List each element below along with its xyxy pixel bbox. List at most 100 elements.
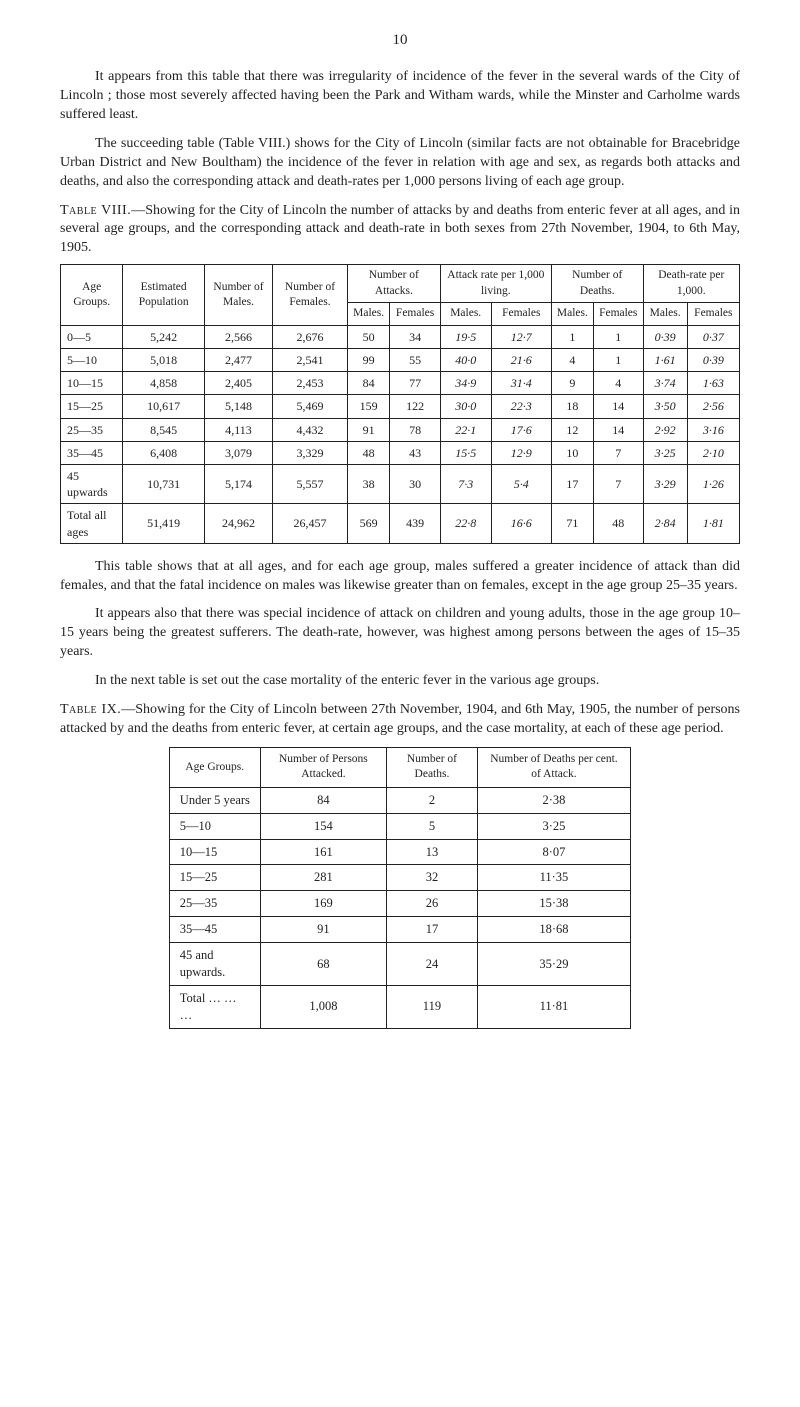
table-cell: 12·9: [491, 441, 551, 464]
th-num-females: Number of Females.: [273, 265, 348, 326]
th-est-pop: Estimated Population: [123, 265, 205, 326]
table-total-row: Total all ages51,41924,96226,45756943922…: [61, 504, 740, 543]
table-row: 10—154,8582,4052,453847734·931·4943·741·…: [61, 372, 740, 395]
table-cell: 11·81: [477, 985, 630, 1028]
table-cell: 119: [387, 985, 478, 1028]
table-cell: 14: [593, 395, 643, 418]
th-deaths-females: Females: [593, 303, 643, 326]
table-cell: 569: [347, 504, 390, 543]
table-row: 15—252813211·35: [169, 865, 630, 891]
table-cell: 0·37: [687, 325, 739, 348]
table-cell: 45 upwards: [61, 464, 123, 503]
table-cell: 13: [387, 839, 478, 865]
table-cell: 0·39: [687, 349, 739, 372]
table-cell: 2,566: [204, 325, 272, 348]
table-cell: 10—15: [169, 839, 260, 865]
table-cell: 78: [390, 418, 440, 441]
table-cell: 16·6: [491, 504, 551, 543]
th9-deaths-pct: Number of Deaths per cent. of Attack.: [477, 747, 630, 787]
table-cell: 35—45: [169, 917, 260, 943]
th-attacks-females: Females: [390, 303, 440, 326]
table-cell: 6,408: [123, 441, 205, 464]
table-cell: 34·9: [440, 372, 491, 395]
table-cell: 21·6: [491, 349, 551, 372]
th-age-groups: Age Groups.: [61, 265, 123, 326]
table-cell: 55: [390, 349, 440, 372]
table-cell: 91: [260, 917, 387, 943]
table-cell: 48: [593, 504, 643, 543]
table-cell: 35·29: [477, 943, 630, 986]
table-cell: 15—25: [61, 395, 123, 418]
table-cell: 4: [551, 349, 593, 372]
table-cell: 24,962: [204, 504, 272, 543]
table-viii: Age Groups. Estimated Population Number …: [60, 264, 740, 543]
table-cell: 12: [551, 418, 593, 441]
table-cell: 17: [551, 464, 593, 503]
table-cell: 3·74: [643, 372, 687, 395]
table-cell: 38: [347, 464, 390, 503]
table-cell: 5,469: [273, 395, 348, 418]
th-num-males: Number of Males.: [204, 265, 272, 326]
table-cell: 68: [260, 943, 387, 986]
table-cell: 1: [593, 349, 643, 372]
table-cell: 2,453: [273, 372, 348, 395]
table-cell: 50: [347, 325, 390, 348]
table-cell: 3,329: [273, 441, 348, 464]
table-cell: 22·3: [491, 395, 551, 418]
table-cell: 9: [551, 372, 593, 395]
th-deaths-males: Males.: [551, 303, 593, 326]
table-cell: 122: [390, 395, 440, 418]
table-cell: 1: [593, 325, 643, 348]
table-cell: 31·4: [491, 372, 551, 395]
table-cell: 26: [387, 891, 478, 917]
table-cell: 2,477: [204, 349, 272, 372]
th-attack-rate: Attack rate per 1,000 living.: [440, 265, 551, 303]
table-cell: 4,113: [204, 418, 272, 441]
table-cell: 1·61: [643, 349, 687, 372]
table-cell: 84: [260, 787, 387, 813]
table-cell: 159: [347, 395, 390, 418]
table-cell: 10,731: [123, 464, 205, 503]
table-cell: 5: [387, 813, 478, 839]
paragraph-3: This table shows that at all ages, and f…: [60, 558, 740, 596]
table-cell: 17·6: [491, 418, 551, 441]
table-cell: 43: [390, 441, 440, 464]
table-cell: 15·38: [477, 891, 630, 917]
table-cell: 10: [551, 441, 593, 464]
table-cell: 40·0: [440, 349, 491, 372]
table-cell: 12·7: [491, 325, 551, 348]
table-cell: 3·16: [687, 418, 739, 441]
table-cell: 2,405: [204, 372, 272, 395]
table-cell: 18: [551, 395, 593, 418]
table-cell: 51,419: [123, 504, 205, 543]
table-cell: 5,174: [204, 464, 272, 503]
table-cell: Total all ages: [61, 504, 123, 543]
table-cell: 2·38: [477, 787, 630, 813]
th9-persons-attacked: Number of Persons Attacked.: [260, 747, 387, 787]
table-cell: 22·1: [440, 418, 491, 441]
th-num-attacks: Number of Attacks.: [347, 265, 440, 303]
table-cell: 8·07: [477, 839, 630, 865]
table-cell: 2·10: [687, 441, 739, 464]
table-cell: 10—15: [61, 372, 123, 395]
table-row: 10—15161138·07: [169, 839, 630, 865]
table8-caption: Table VIII.—Showing for the City of Linc…: [60, 202, 740, 259]
th-death-rate: Death-rate per 1,000.: [643, 265, 739, 303]
table-cell: 439: [390, 504, 440, 543]
table-cell: 25—35: [169, 891, 260, 917]
table-cell: 45 and upwards.: [169, 943, 260, 986]
table-cell: 35—45: [61, 441, 123, 464]
table-cell: 4,432: [273, 418, 348, 441]
table-cell: 154: [260, 813, 387, 839]
table-cell: 25—35: [61, 418, 123, 441]
table-cell: 17: [387, 917, 478, 943]
page-number: 10: [60, 30, 740, 50]
table-cell: 84: [347, 372, 390, 395]
th9-age-groups: Age Groups.: [169, 747, 260, 787]
table-cell: 1·26: [687, 464, 739, 503]
table-row: 35—45911718·68: [169, 917, 630, 943]
table-cell: 8,545: [123, 418, 205, 441]
table9-caption: Table IX.—Showing for the City of Lincol…: [60, 701, 740, 739]
table-cell: 10,617: [123, 395, 205, 418]
table-cell: 3·50: [643, 395, 687, 418]
